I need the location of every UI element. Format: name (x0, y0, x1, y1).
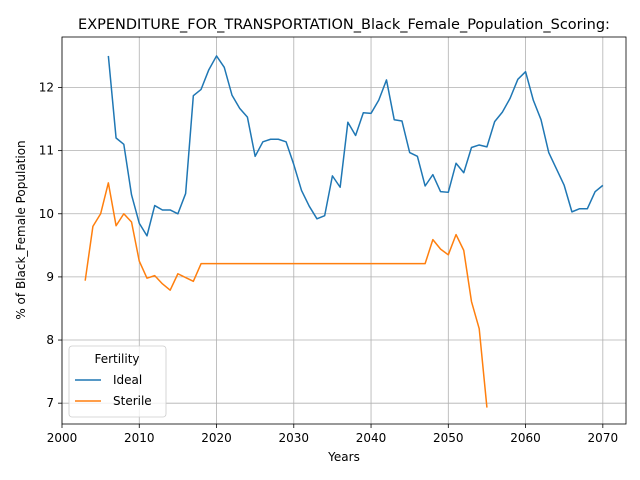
plot-frame (61, 36, 627, 425)
chart-title: EXPENDITURE_FOR_TRANSPORTATION_Black_Fem… (78, 17, 610, 33)
y-tick-label: 8 (46, 333, 54, 347)
x-tick-label: 2070 (588, 431, 619, 445)
x-tick-label: 2060 (510, 431, 541, 445)
x-tick-label: 2010 (124, 431, 155, 445)
x-tick-label: 2020 (201, 431, 232, 445)
x-tick-label: 2030 (279, 431, 310, 445)
x-tick-label: 2000 (47, 431, 78, 445)
y-tick-label: 12 (39, 81, 54, 95)
y-tick-label: 10 (39, 207, 54, 221)
series-line-sterile (84, 182, 488, 408)
x-axis-label: Years (327, 450, 360, 464)
y-tick-label: 9 (46, 270, 54, 284)
legend-box (68, 345, 167, 418)
legend-label-ideal: Ideal (113, 373, 142, 387)
axis-ticks: 2000 2010 2020 2030 2040 2050 2060 2070 7 8 9 10 11 1… (39, 81, 618, 445)
y-tick-label: 7 (46, 396, 54, 410)
series-lines (84, 55, 604, 408)
legend: Fertility Ideal Sterile (68, 345, 167, 418)
legend-title: Fertility (94, 352, 139, 366)
x-tick-label: 2040 (356, 431, 387, 445)
x-tick-label: 2050 (433, 431, 464, 445)
y-axis-label: % of Black_Female Population (14, 140, 28, 319)
series-line-ideal (107, 55, 604, 237)
legend-label-sterile: Sterile (113, 394, 152, 408)
y-tick-label: 11 (39, 144, 54, 158)
